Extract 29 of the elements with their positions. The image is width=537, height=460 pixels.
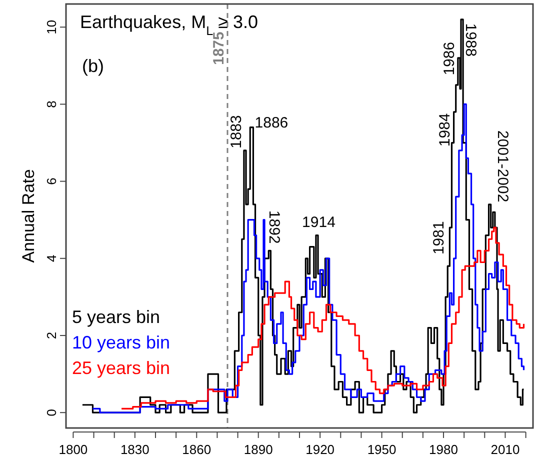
x-tick-label: 1980 [429, 442, 458, 457]
annotation: 1986 [440, 42, 458, 76]
annotation: 1892 [266, 210, 283, 244]
annotation: 1914 [302, 214, 336, 231]
annotation: 1981 [430, 221, 448, 255]
annotation: 1886 [254, 114, 288, 132]
annotation: (b) [82, 56, 104, 76]
x-tick-label: 1860 [182, 442, 212, 457]
y-axis-title: Annual Rate [19, 169, 38, 263]
x-tick-label: 1950 [367, 442, 396, 457]
x-tick-label: 1830 [120, 442, 150, 457]
text: 5 years bin [72, 307, 160, 327]
text: 10 years bin [72, 332, 170, 352]
annotation: 1883 [228, 115, 245, 148]
y-tick-label: 6 [44, 178, 59, 185]
y-tick-label: 10 [44, 20, 59, 34]
annotation: 1988 [462, 23, 479, 57]
y-tick-label: 2 [44, 332, 59, 340]
annotation: 2001-2002 [494, 130, 511, 202]
x-tick-label: 2010 [490, 442, 520, 457]
y-tick-label: 8 [44, 100, 59, 108]
x-tick-label: 1890 [244, 442, 273, 457]
annotation: 1984 [436, 113, 454, 147]
y-tick-label: 0 [44, 408, 59, 416]
x-tick-label: 1800 [58, 442, 88, 457]
ref-line-label: 1875 [210, 32, 228, 66]
series-label: 25 years bin [72, 358, 170, 378]
y-tick-label: 4 [44, 254, 59, 262]
x-tick-label: 1920 [306, 442, 335, 457]
